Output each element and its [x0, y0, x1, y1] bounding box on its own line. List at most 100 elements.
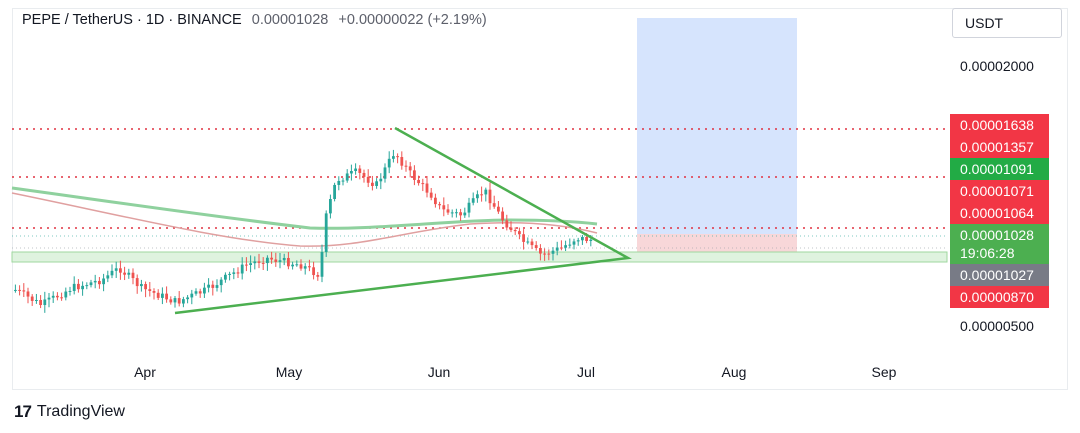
candle-body: [429, 192, 433, 198]
risk-zone: [637, 234, 797, 252]
candle-body: [337, 180, 341, 185]
candle-body: [253, 261, 257, 264]
candle: [404, 160, 408, 172]
candle: [207, 278, 210, 293]
tradingview-logo[interactable]: 17 TradingView: [14, 402, 125, 422]
candle: [560, 240, 563, 251]
candle-body: [161, 293, 164, 298]
candle-body: [165, 293, 168, 300]
candle: [169, 296, 173, 305]
candle-body: [371, 182, 374, 186]
candle: [274, 252, 278, 267]
candle-body: [169, 299, 173, 303]
candle: [350, 164, 353, 181]
candle-body: [14, 289, 17, 291]
candle: [156, 289, 160, 301]
currency-button[interactable]: USDT: [952, 8, 1062, 38]
symbol-name[interactable]: PEPE / TetherUS · 1D · BINANCE: [22, 12, 242, 28]
x-tick-label: Apr: [134, 364, 156, 380]
candle: [387, 151, 391, 174]
candle-body: [152, 291, 156, 293]
candle-body: [324, 213, 328, 253]
price-label-badge: [950, 114, 1049, 136]
candle: [123, 266, 126, 281]
candle-body: [492, 203, 496, 207]
y-tick-label: 0.00000500: [960, 318, 1034, 334]
candle-body: [177, 298, 181, 304]
candle: [152, 288, 156, 300]
candle: [312, 261, 315, 280]
price-label-text: 0.00000870: [960, 289, 1034, 305]
price-label-text: 0.00001638: [960, 117, 1034, 133]
candle: [539, 244, 542, 261]
candle: [375, 178, 378, 189]
candle: [581, 234, 584, 245]
candle-body: [539, 248, 542, 254]
candle: [530, 238, 534, 250]
candle-body: [236, 272, 240, 274]
candle-body: [513, 230, 517, 232]
candle: [257, 253, 261, 269]
candle-body: [450, 212, 454, 214]
candle-body: [400, 157, 404, 166]
moving-average-red: [11, 192, 598, 247]
candle-body: [219, 279, 223, 286]
candle: [396, 153, 399, 164]
candle-body: [144, 284, 147, 290]
candle: [484, 187, 488, 202]
candle-body: [26, 291, 30, 297]
price-change: +0.00000022 (+2.19%): [338, 12, 487, 28]
price-label-text: 0.00001027: [960, 267, 1034, 283]
candle-body: [232, 272, 236, 274]
candle: [421, 178, 425, 192]
candle: [278, 252, 282, 269]
candle-body: [240, 264, 244, 274]
candle: [513, 227, 517, 236]
candle-body: [68, 290, 72, 292]
candle: [106, 270, 110, 283]
price-label-badge: [950, 224, 1049, 264]
candle-body: [350, 171, 353, 174]
candle: [182, 296, 185, 308]
candle-body: [308, 266, 311, 268]
candle-body: [18, 289, 21, 291]
candle-body: [119, 268, 122, 273]
candle-body: [526, 241, 530, 243]
candle-body: [295, 264, 299, 266]
candle: [505, 214, 509, 231]
candle-body: [476, 194, 479, 199]
candle-body: [446, 209, 450, 213]
last-price: 0.00001028: [251, 12, 329, 28]
candle: [161, 287, 164, 305]
candle-body: [425, 183, 429, 193]
price-label-badge: [950, 158, 1049, 180]
candle: [261, 257, 265, 271]
candle: [568, 238, 572, 249]
candle: [140, 279, 143, 292]
candle-body: [30, 296, 34, 301]
candle: [463, 207, 467, 218]
candle-body: [194, 291, 198, 294]
candle: [60, 292, 63, 301]
candle: [249, 255, 252, 273]
candle: [417, 175, 420, 186]
candle: [299, 259, 303, 271]
candle-body: [186, 297, 189, 300]
candle: [446, 204, 450, 215]
candle: [488, 182, 492, 210]
x-tick-label: Sep: [872, 364, 897, 380]
candle: [442, 197, 446, 217]
candle: [526, 237, 530, 245]
candle-body: [488, 189, 492, 204]
triangle-pattern: [174, 126, 632, 315]
candle-body: [131, 272, 135, 279]
candle: [253, 256, 257, 270]
candle-body: [245, 264, 248, 266]
candle-body: [72, 283, 76, 291]
candle: [333, 182, 336, 202]
candle: [144, 281, 147, 298]
candle: [194, 288, 198, 296]
candle-body: [249, 263, 252, 265]
candle: [64, 287, 68, 301]
